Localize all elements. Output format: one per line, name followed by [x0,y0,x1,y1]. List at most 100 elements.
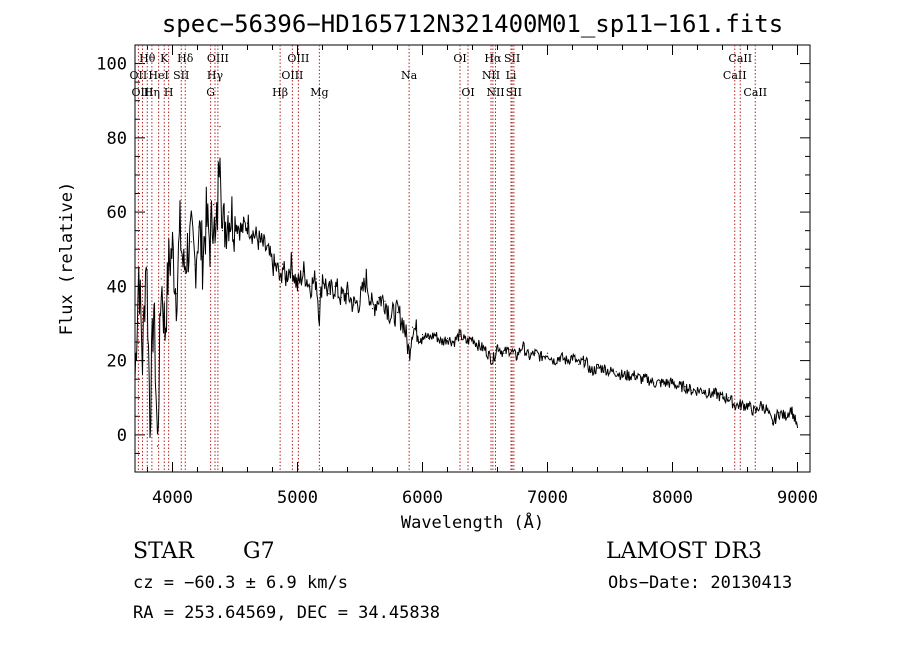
x-tick-label: 8000 [652,488,693,508]
data-point [340,296,342,299]
data-point [309,285,311,287]
line-marker-label: SII [173,69,189,82]
obs-date: Obs−Date: 20130413 [608,573,793,593]
x-tick-label: 9000 [777,488,818,508]
line-marker-label: Mg [310,86,328,99]
line-marker-label: Na [401,69,418,82]
data-point [571,356,574,358]
data-point [640,378,642,380]
data-point [303,270,305,273]
data-point [346,293,349,295]
data-point [703,389,705,391]
data-point [396,311,399,313]
data-point [219,126,221,128]
data-point [253,233,255,235]
data-point [621,374,624,377]
data-point [296,285,299,287]
line-marker-label: Hα [484,52,502,65]
line-marker-label: Hθ [139,52,156,65]
survey-name: LAMOST DR3 [606,539,762,564]
y-axis-label: Flux (relative) [57,182,77,336]
data-point [403,322,405,325]
object-class: STAR [133,539,194,564]
data-point [715,393,717,395]
data-point [534,352,536,354]
data-point [138,267,140,269]
data-point [201,256,204,258]
data-point [228,211,230,213]
data-point [359,300,361,302]
x-tick-label: 5000 [277,488,318,508]
data-point [615,371,617,373]
data-point [709,393,711,395]
line-marker-label: CaII [723,69,747,82]
line-marker-label: OIII [131,86,153,99]
data-point [492,360,494,362]
data-point [778,411,780,414]
line-marker-label: OII [130,69,148,82]
line-marker-label: CaII [743,86,767,99]
line-marker-label: OIII [281,69,303,82]
data-point [213,204,215,206]
data-point [221,230,224,232]
data-point [279,285,281,287]
data-point [421,334,424,336]
data-point [171,248,174,250]
x-tick-label: 4000 [152,488,193,508]
data-point [353,304,355,306]
data-point [496,345,499,347]
data-point [659,382,661,384]
data-point [515,356,517,358]
line-marker-label: CaII [728,52,752,65]
data-point [149,415,151,417]
data-point [164,330,166,332]
spectrum-line [134,157,798,438]
data-point [453,341,455,343]
data-point [728,397,730,399]
data-point [214,256,216,258]
x-tick-label: 7000 [527,488,568,508]
data-point [408,352,410,354]
data-point [334,285,336,287]
data-point [194,263,196,265]
data-point [205,218,207,221]
line-marker-label: G [206,86,215,99]
data-point [559,356,561,358]
line-marker-label: Hβ [272,86,288,99]
line-marker-label: OI [461,86,474,99]
data-point [790,408,792,410]
data-point [328,293,330,295]
x-tick-label: 6000 [402,488,443,508]
data-point [754,411,756,414]
data-point [446,337,449,339]
coordinates: RA = 253.64569, DEC = 34.45838 [133,603,441,623]
data-point [240,230,242,232]
data-point [521,345,524,347]
data-point [684,386,686,388]
data-point [796,426,799,429]
line-marker-label: Hδ [177,52,194,65]
data-point [246,222,249,224]
data-point [434,334,436,336]
data-point [190,241,192,243]
data-point [411,326,414,328]
data-point [428,337,430,339]
data-point [198,226,200,228]
data-point [234,218,236,221]
line-marker-label: H [164,86,174,99]
data-point [771,423,774,425]
redshift-readout: cz = −60.3 ± 6.9 km/s [133,573,348,593]
data-point [734,404,736,406]
data-point [186,248,189,250]
data-point [746,404,749,406]
data-point [365,278,367,280]
data-point [141,360,144,362]
data-point [765,408,767,410]
data-point [153,304,155,306]
object-subclass: G7 [243,539,275,564]
data-point [209,241,211,243]
data-point [378,296,380,299]
data-point [646,378,649,380]
y-tick-label: 100 [96,55,127,75]
line-marker-label: Hγ [207,69,224,82]
